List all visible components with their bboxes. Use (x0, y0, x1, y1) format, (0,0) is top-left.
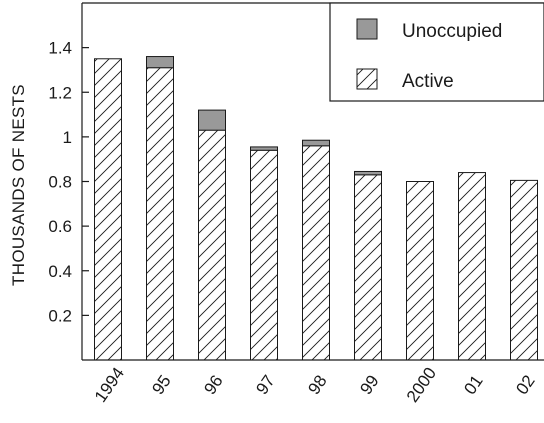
bars-group (94, 56, 538, 361)
bar-unoccupied-99 (354, 170, 382, 176)
x-tick-label-96: 96 (200, 372, 226, 398)
y-ticks-group: 0.2 0.4 0.6 0.8 1 1.2 1.4 (48, 39, 89, 325)
bar-active-02 (510, 179, 538, 361)
legend: Unoccupied Active (329, 2, 544, 102)
y-tick-label: 1 (63, 128, 72, 147)
x-tick-label-01: 01 (460, 372, 486, 398)
y-tick-label: 1.4 (48, 39, 72, 58)
y-tick-label: 0.8 (48, 173, 72, 192)
legend-swatch-active (356, 68, 378, 90)
bar-active-96 (198, 129, 226, 361)
y-tick-label: 0.4 (48, 262, 72, 281)
y-axis-label: THOUSANDS OF NESTS (9, 84, 28, 286)
bar-active-97 (250, 149, 278, 361)
bar-active-2000 (406, 181, 434, 361)
bar-active-1994 (94, 58, 122, 361)
y-tick-label: 0.6 (48, 217, 72, 236)
x-tick-label-95: 95 (148, 372, 174, 398)
x-tick-label-2000: 2000 (403, 364, 440, 406)
y-tick-label: 1.2 (48, 83, 72, 102)
legend-swatch-unoccupied (356, 18, 378, 40)
bar-unoccupied-97 (250, 146, 278, 151)
x-tick-label-1994: 1994 (91, 364, 128, 406)
x-tick-label-99: 99 (356, 372, 382, 398)
bar-active-01 (458, 172, 486, 361)
legend-label-active: Active (402, 71, 454, 92)
bar-active-98 (302, 145, 330, 361)
x-tick-label-02: 02 (512, 372, 538, 398)
bar-unoccupied-95 (146, 56, 174, 69)
x-ticks-group: 1994 95 96 97 98 99 2000 01 02 (91, 364, 539, 406)
bar-active-99 (354, 174, 382, 361)
x-tick-label-98: 98 (304, 372, 330, 398)
bar-active-95 (146, 67, 174, 361)
bar-unoccupied-96 (198, 109, 226, 131)
legend-label-unoccupied: Unoccupied (402, 21, 502, 42)
x-tick-label-97: 97 (252, 372, 278, 398)
bar-unoccupied-98 (302, 139, 330, 147)
y-tick-label: 0.2 (48, 306, 72, 325)
